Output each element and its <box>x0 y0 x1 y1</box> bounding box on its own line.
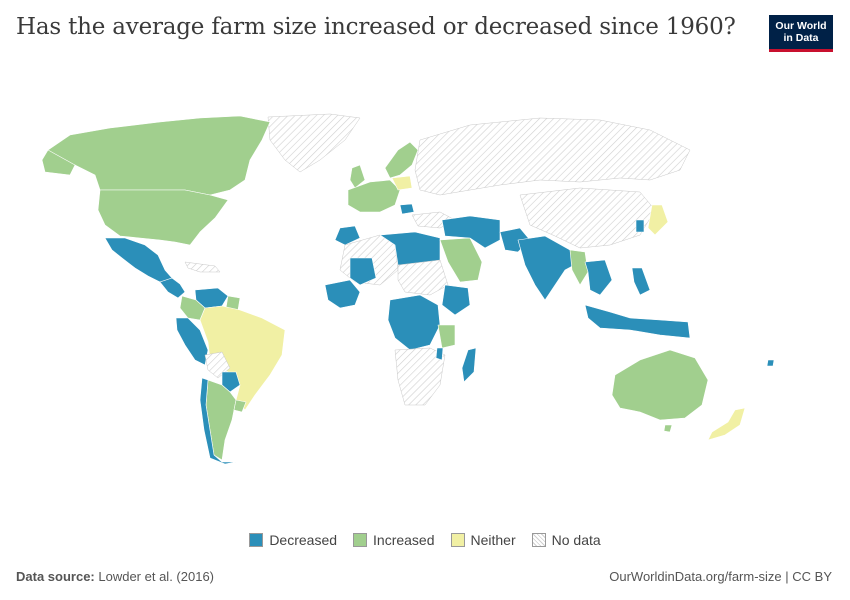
world-map[interactable] <box>0 90 850 520</box>
legend-label-no-data: No data <box>551 532 601 548</box>
footer-url[interactable]: OurWorldinData.org/farm-size | CC BY <box>609 569 832 584</box>
legend-swatch-no-data <box>531 533 546 547</box>
legend-item-decreased[interactable]: Decreased <box>249 532 337 548</box>
country-romania[interactable] <box>399 203 415 215</box>
country-chad-sudan[interactable] <box>397 259 449 296</box>
country-mali-niger[interactable] <box>349 257 377 286</box>
country-poland[interactable] <box>391 175 413 191</box>
legend-label-increased: Increased <box>373 532 435 548</box>
legend-item-increased[interactable]: Increased <box>353 532 435 548</box>
country-australia[interactable] <box>611 349 709 421</box>
country-ecuador-peru[interactable] <box>175 317 209 366</box>
country-west-africa[interactable] <box>324 279 361 309</box>
country-myanmar[interactable] <box>569 249 589 286</box>
owid-logo[interactable]: Our World in Data <box>769 15 833 52</box>
country-south-korea[interactable] <box>635 219 645 233</box>
country-scandinavia[interactable] <box>384 141 419 179</box>
legend: Decreased Increased Neither No data <box>0 532 850 548</box>
country-mexico[interactable] <box>104 237 173 283</box>
country-iran-iraq[interactable] <box>441 215 501 249</box>
legend-item-no-data[interactable]: No data <box>531 532 601 548</box>
country-caribbean[interactable] <box>184 261 221 273</box>
country-greenland[interactable] <box>267 113 361 173</box>
country-western-europe[interactable] <box>347 179 401 213</box>
country-philippines[interactable] <box>631 267 651 296</box>
country-china[interactable] <box>519 187 656 249</box>
country-uruguay[interactable] <box>233 399 247 413</box>
chart-title: Has the average farm size increased or d… <box>16 14 736 40</box>
country-alaska[interactable] <box>41 149 76 176</box>
country-madagascar[interactable] <box>461 347 477 383</box>
country-morocco[interactable] <box>334 225 361 246</box>
country-usa[interactable] <box>97 189 229 246</box>
country-malawi[interactable] <box>435 347 444 361</box>
country-chile[interactable] <box>199 377 237 465</box>
logo-line-1: Our World <box>775 20 827 32</box>
country-central-africa[interactable] <box>387 294 441 351</box>
country-central-america[interactable] <box>159 277 186 299</box>
legend-swatch-decreased <box>249 533 264 547</box>
legend-label-neither: Neither <box>470 532 516 548</box>
country-thailand-indochina[interactable] <box>584 259 613 296</box>
country-canada[interactable] <box>47 115 271 196</box>
country-new-zealand[interactable] <box>707 407 746 441</box>
legend-swatch-neither <box>450 533 465 547</box>
country-saudi-arabia[interactable] <box>439 237 483 283</box>
country-paraguay[interactable] <box>221 371 241 393</box>
country-japan[interactable] <box>647 204 669 236</box>
data-source-label: Data source: <box>16 569 95 584</box>
country-india[interactable] <box>517 235 581 301</box>
country-russia[interactable] <box>414 117 691 196</box>
country-fiji[interactable] <box>766 359 775 367</box>
data-source: Data source: Lowder et al. (2016) <box>16 569 214 584</box>
country-southern-africa[interactable] <box>394 347 446 406</box>
country-uk-ireland[interactable] <box>349 164 366 189</box>
country-indonesia[interactable] <box>584 304 691 339</box>
country-tanzania[interactable] <box>437 324 456 349</box>
legend-swatch-increased <box>353 533 368 547</box>
country-ethiopia[interactable] <box>441 284 471 316</box>
logo-line-2: in Data <box>783 32 819 44</box>
legend-label-decreased: Decreased <box>269 532 338 548</box>
country-tasmania[interactable] <box>663 424 673 433</box>
legend-item-neither[interactable]: Neither <box>450 532 516 548</box>
data-source-value[interactable]: Lowder et al. (2016) <box>98 569 214 584</box>
